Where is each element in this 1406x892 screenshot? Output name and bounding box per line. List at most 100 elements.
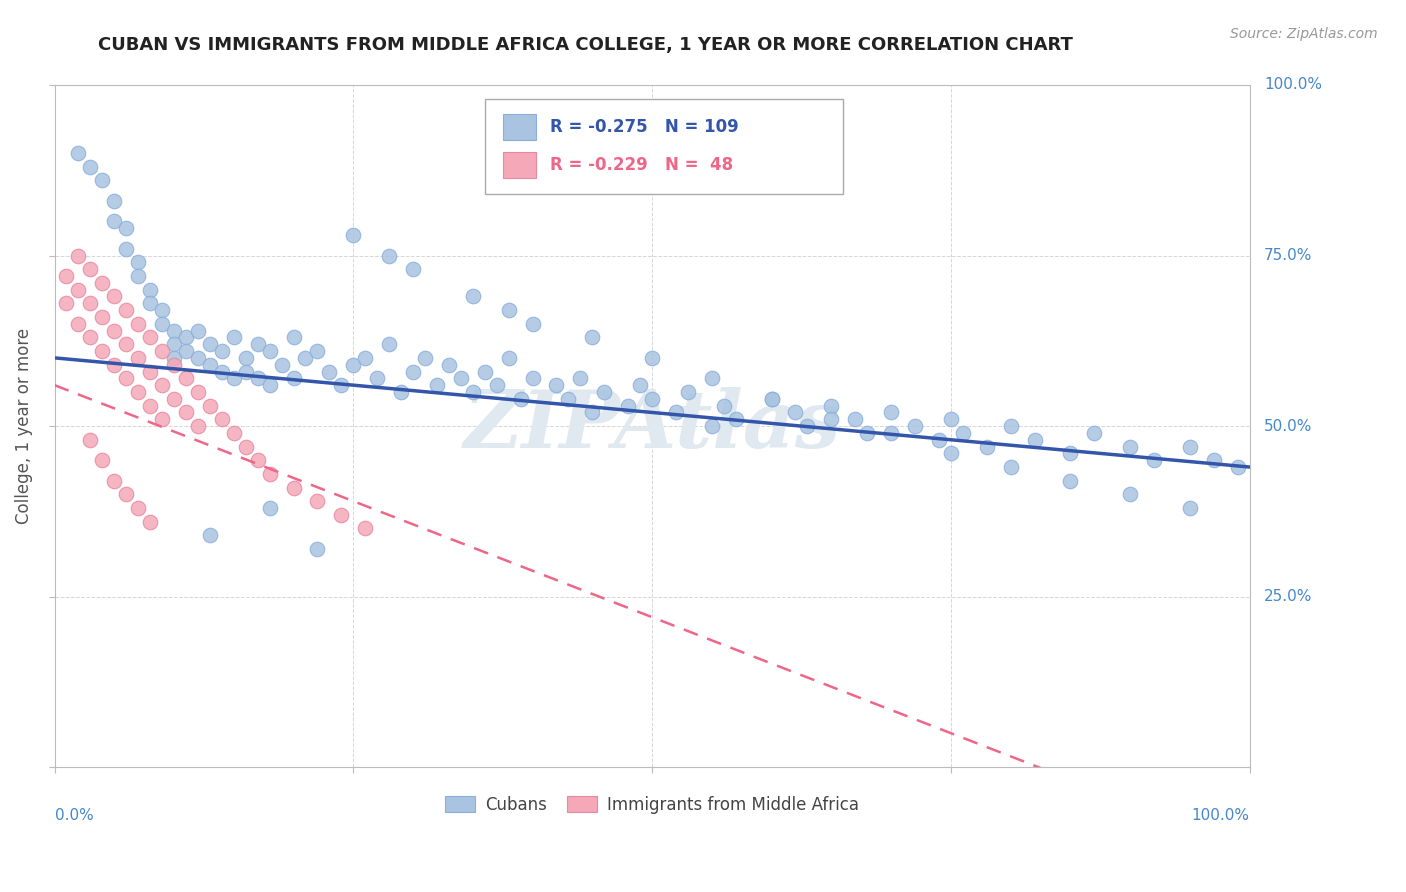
Point <box>127 351 149 365</box>
Point <box>939 446 962 460</box>
Point <box>139 330 162 344</box>
Point <box>127 500 149 515</box>
Point <box>139 283 162 297</box>
Text: 25.0%: 25.0% <box>1264 590 1312 604</box>
Point <box>939 412 962 426</box>
Point <box>127 384 149 399</box>
Point <box>174 344 197 359</box>
Point <box>103 324 125 338</box>
Point <box>378 337 401 351</box>
Point <box>67 248 90 262</box>
Point <box>174 405 197 419</box>
Point <box>1178 440 1201 454</box>
Point <box>474 365 496 379</box>
Point <box>198 528 221 542</box>
Point <box>79 433 101 447</box>
Point <box>437 358 460 372</box>
Point <box>163 351 186 365</box>
Point <box>402 365 425 379</box>
Point <box>820 412 842 426</box>
Text: R = -0.275   N = 109: R = -0.275 N = 109 <box>551 119 740 136</box>
Point <box>283 371 305 385</box>
Text: 100.0%: 100.0% <box>1264 78 1322 93</box>
Point <box>785 405 807 419</box>
Point <box>713 399 735 413</box>
Point <box>139 515 162 529</box>
Point <box>235 440 257 454</box>
Point <box>1119 440 1142 454</box>
Point <box>235 365 257 379</box>
Point <box>211 365 233 379</box>
Point <box>389 384 412 399</box>
Point <box>796 419 818 434</box>
Point <box>79 330 101 344</box>
Point <box>461 384 484 399</box>
Point <box>115 303 138 318</box>
Point <box>1143 453 1166 467</box>
FancyBboxPatch shape <box>485 99 844 194</box>
Point <box>318 365 340 379</box>
Point <box>904 419 927 434</box>
Point <box>952 425 974 440</box>
Point <box>115 337 138 351</box>
Point <box>150 303 173 318</box>
Point <box>1059 446 1081 460</box>
Point <box>569 371 592 385</box>
Point <box>127 268 149 283</box>
Point <box>928 433 950 447</box>
Point <box>150 344 173 359</box>
Point <box>91 310 114 324</box>
Point <box>378 248 401 262</box>
Point <box>880 425 903 440</box>
Point <box>450 371 472 385</box>
Point <box>246 371 269 385</box>
Point <box>700 419 723 434</box>
Point <box>354 521 377 535</box>
Point <box>163 358 186 372</box>
Point <box>115 242 138 256</box>
Point <box>259 344 281 359</box>
Point <box>222 425 245 440</box>
Point <box>222 330 245 344</box>
Point <box>330 378 353 392</box>
Point <box>79 296 101 310</box>
Point <box>1083 425 1105 440</box>
Point <box>187 419 209 434</box>
Point <box>724 412 747 426</box>
Point <box>222 371 245 385</box>
Point <box>127 317 149 331</box>
Point <box>1202 453 1225 467</box>
Point <box>761 392 783 406</box>
FancyBboxPatch shape <box>503 114 536 140</box>
Point <box>294 351 316 365</box>
Point <box>187 324 209 338</box>
Point <box>55 296 77 310</box>
Point <box>139 365 162 379</box>
Point <box>461 289 484 303</box>
Point <box>413 351 436 365</box>
Point <box>844 412 866 426</box>
Text: 100.0%: 100.0% <box>1192 808 1250 823</box>
Point <box>593 384 616 399</box>
Point <box>522 317 544 331</box>
Point <box>342 228 364 243</box>
Point <box>270 358 292 372</box>
Point <box>1000 419 1022 434</box>
Point <box>641 392 664 406</box>
Text: 75.0%: 75.0% <box>1264 248 1312 263</box>
Y-axis label: College, 1 year or more: College, 1 year or more <box>15 328 32 524</box>
Point <box>1000 460 1022 475</box>
Point <box>761 392 783 406</box>
FancyBboxPatch shape <box>503 153 536 178</box>
Point <box>163 392 186 406</box>
Point <box>103 214 125 228</box>
Point <box>581 330 603 344</box>
Point <box>115 221 138 235</box>
Point <box>187 384 209 399</box>
Point <box>259 467 281 481</box>
Point <box>55 268 77 283</box>
Point <box>856 425 879 440</box>
Point <box>485 378 508 392</box>
Legend: Cubans, Immigrants from Middle Africa: Cubans, Immigrants from Middle Africa <box>439 789 866 821</box>
Point <box>976 440 998 454</box>
